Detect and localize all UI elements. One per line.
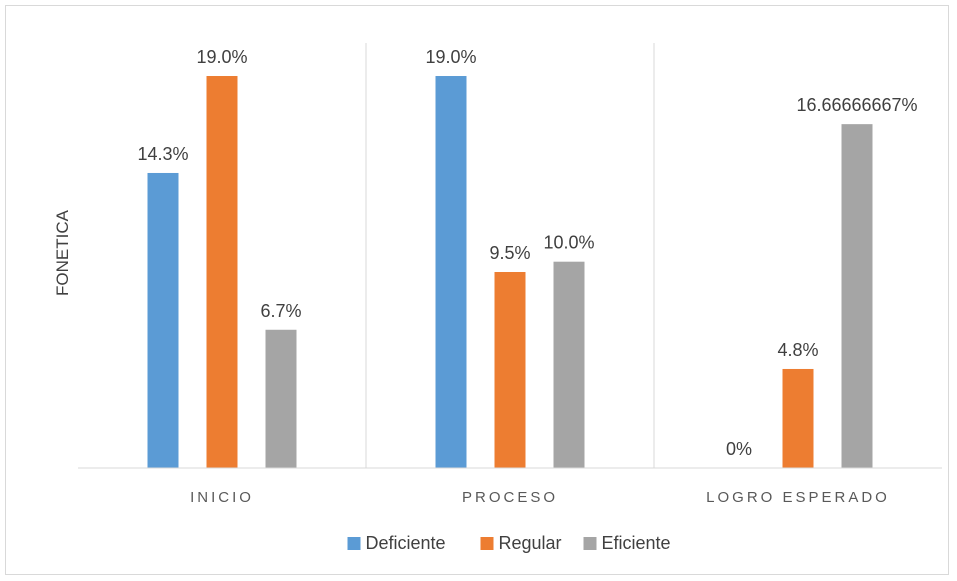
- bar-deficiente: [147, 172, 179, 469]
- data-label: 14.3%: [137, 144, 188, 164]
- bar-deficiente: [435, 76, 467, 469]
- data-label: 9.5%: [489, 243, 530, 263]
- data-label: 0%: [726, 439, 752, 459]
- legend-label: Regular: [499, 533, 562, 553]
- bar-eficiente: [841, 124, 873, 468]
- legend-swatch-regular: [480, 537, 494, 550]
- category-label: PROCESO: [462, 489, 558, 506]
- bar-eficiente: [265, 329, 297, 468]
- data-label: 6.7%: [260, 301, 301, 321]
- bar-regular: [494, 272, 526, 468]
- bar-regular: [206, 76, 238, 469]
- y-axis-title: FONETICA: [53, 209, 72, 296]
- category-label: INICIO: [190, 489, 254, 506]
- bar-regular: [782, 368, 814, 468]
- bar-eficiente: [553, 261, 585, 468]
- legend-label: Deficiente: [366, 533, 446, 553]
- data-label: 16.66666667%: [796, 95, 917, 115]
- data-label: 19.0%: [425, 47, 476, 67]
- category-label: LOGRO ESPERADO: [706, 489, 890, 506]
- legend-swatch-deficiente: [347, 537, 361, 550]
- legend-label: Eficiente: [602, 533, 671, 553]
- data-label: 4.8%: [777, 340, 818, 360]
- data-label: 10.0%: [543, 233, 594, 253]
- legend: Deficiente Regular Eficiente: [347, 533, 671, 553]
- data-label: 19.0%: [196, 47, 247, 67]
- legend-swatch-eficiente: [583, 537, 597, 550]
